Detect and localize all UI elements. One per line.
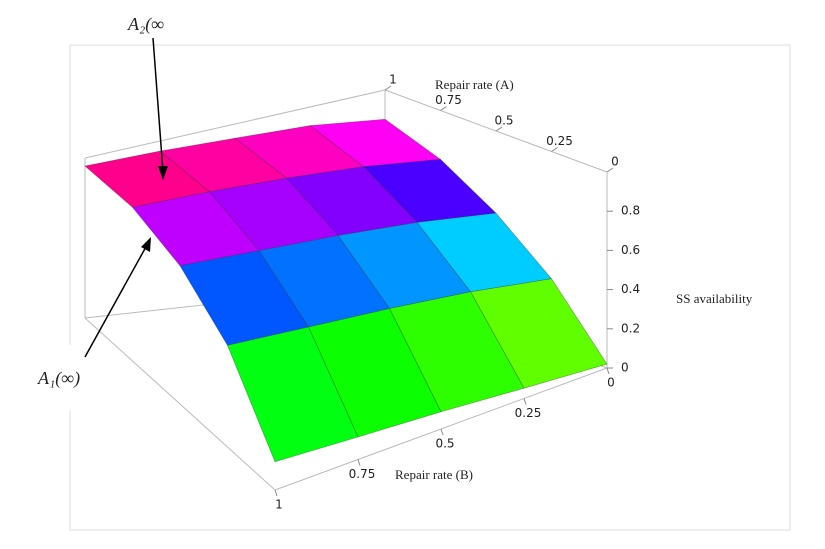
arrow-head xyxy=(158,166,168,180)
z-tick-label: 0.8 xyxy=(621,204,640,218)
y-tick xyxy=(357,459,361,466)
x-tick-label: 1 xyxy=(389,73,397,87)
x-tick xyxy=(495,126,503,132)
z-axis-label: SS availability xyxy=(676,291,753,306)
annotation-arrow xyxy=(152,37,164,173)
figure-frame xyxy=(69,44,791,531)
y-tick-label: 0.5 xyxy=(435,437,454,451)
y-tick xyxy=(523,398,527,405)
x-tick-label: 0.25 xyxy=(546,134,573,148)
ticks: 0 0.25 0.5 0.75 1 0 0.25 0.5 0.75 1 0 0.2 0.4 0.6 0.8 xyxy=(274,73,640,512)
y-tick-label: 0 xyxy=(607,376,615,390)
z-tick-label: 0.4 xyxy=(621,282,640,296)
annotation-box xyxy=(22,345,74,411)
z-tick-label: 0 xyxy=(621,361,629,375)
z-tick-label: 0.6 xyxy=(621,243,640,257)
y-tick xyxy=(274,489,278,497)
y-tick xyxy=(606,367,610,375)
y-tick xyxy=(440,428,444,436)
x-tick xyxy=(551,147,558,152)
arrow-head xyxy=(141,237,151,252)
x-tick xyxy=(606,167,614,173)
z-tick-label: 0.2 xyxy=(621,321,640,335)
box-edge xyxy=(84,317,276,491)
x-tick xyxy=(440,106,447,111)
annotation: A₁(∞) xyxy=(37,368,80,389)
x-tick-label: 0 xyxy=(611,155,619,169)
annotation-box xyxy=(110,0,188,44)
x-axis-label: Repair rate (A) xyxy=(435,77,514,92)
annotation: A₂(∞ xyxy=(127,14,164,35)
x-tick-label: 0.5 xyxy=(494,114,513,128)
y-tick-label: 0.75 xyxy=(349,467,376,481)
box-edge xyxy=(84,89,386,159)
y-tick-label: 0.25 xyxy=(515,406,542,420)
surface-patch xyxy=(227,326,359,463)
y-axis-label: Repair rate (B) xyxy=(395,467,473,482)
surface xyxy=(84,118,608,463)
annotation-arrow xyxy=(84,244,148,358)
x-tick xyxy=(384,85,392,91)
x-tick-label: 0.75 xyxy=(435,93,462,107)
y-tick-label: 1 xyxy=(275,498,283,512)
